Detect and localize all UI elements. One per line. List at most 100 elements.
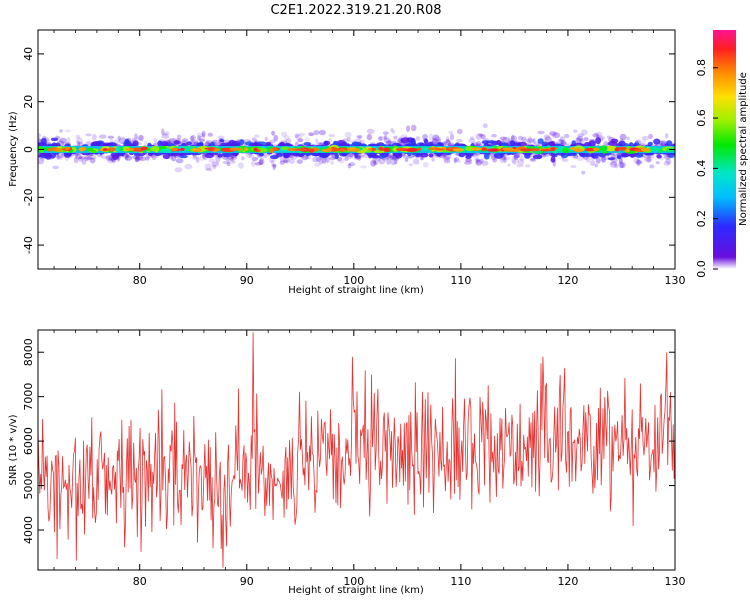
- heat-hotspot: [244, 147, 249, 152]
- heat-speckle: [105, 155, 113, 161]
- heat-speckle: [153, 137, 157, 143]
- heat-speckle: [271, 130, 275, 136]
- heat-hotspot: [417, 147, 422, 151]
- heat-band-outer: [481, 140, 490, 145]
- heat-speckle: [480, 134, 486, 139]
- heat-band-outer: [334, 153, 339, 160]
- heat-speckle: [590, 160, 596, 167]
- heat-speckle: [529, 158, 537, 163]
- heat-speckle: [73, 156, 79, 164]
- heat-speckle: [649, 164, 655, 169]
- heat-speckle: [464, 161, 472, 165]
- heat-speckle: [503, 156, 507, 164]
- heat-band-outer: [532, 154, 543, 160]
- heat-speckle: [283, 135, 291, 141]
- heat-speckle: [64, 129, 72, 133]
- heat-speckle: [301, 155, 309, 161]
- heat-speckle: [404, 157, 409, 162]
- heat-speckle: [215, 155, 221, 163]
- heat-speckle: [453, 157, 457, 164]
- heat-speckle: [360, 165, 367, 169]
- heat-hotspot: [269, 148, 274, 153]
- heat-speckle: [610, 161, 618, 166]
- heat-speckle: [76, 141, 81, 146]
- heat-speckle: [475, 141, 482, 147]
- heat-speckle: [346, 153, 354, 160]
- heat-hotspot: [540, 148, 552, 152]
- heat-speckle: [107, 135, 115, 139]
- heat-speckle: [549, 131, 557, 136]
- heat-speckle: [106, 157, 114, 164]
- heat-speckle: [415, 136, 421, 141]
- heat-speckle: [356, 134, 363, 139]
- heat-speckle: [618, 158, 624, 165]
- colorbar-ticks: 0.0 0.2 0.4 0.6 0.8: [695, 59, 718, 278]
- heat-band-mid: [599, 145, 608, 152]
- heat-band-outer: [653, 138, 661, 145]
- heat-band-mid: [562, 147, 569, 154]
- heat-speckle: [283, 159, 288, 163]
- heat-speckle: [321, 157, 327, 164]
- heat-speckle: [499, 136, 507, 141]
- heat-hotspot: [208, 148, 215, 152]
- heat-hotspot: [593, 147, 600, 152]
- heat-speckle: [298, 132, 306, 137]
- heat-speckle: [581, 170, 586, 175]
- heat-band-outer: [550, 156, 556, 163]
- heat-speckle: [212, 164, 217, 169]
- heat-speckle: [454, 157, 460, 163]
- colorbar-label: Normalized spectral amplitude: [738, 72, 749, 226]
- heat-speckle: [38, 137, 41, 143]
- heat-speckle: [226, 161, 231, 167]
- snr-ylabel: SNR (10 * v/v): [8, 414, 19, 485]
- heat-band-mid: [658, 148, 663, 153]
- heat-hotspot: [378, 146, 384, 151]
- heat-speckle: [325, 156, 330, 163]
- heat-speckle: [482, 138, 490, 142]
- heat-speckle: [279, 160, 285, 165]
- heat-speckle: [519, 154, 524, 162]
- heat-hotspot: [102, 148, 108, 152]
- heat-speckle: [231, 156, 238, 160]
- snr-xtick-label: 80: [133, 575, 147, 588]
- snr-plot-area: [38, 332, 675, 568]
- heat-band-outer: [40, 138, 47, 145]
- heat-speckle: [117, 135, 121, 141]
- heat-band-outer: [50, 137, 59, 142]
- heat-speckle: [100, 155, 109, 159]
- heat-speckle: [125, 154, 130, 159]
- heat-speckle: [558, 139, 565, 145]
- heat-speckle: [370, 159, 377, 167]
- heat-band-outer: [607, 157, 615, 161]
- heat-speckle: [78, 156, 84, 162]
- heat-speckle: [283, 156, 290, 164]
- heat-band-outer: [584, 141, 591, 148]
- snr-ytick-label: 4000: [22, 516, 35, 544]
- heat-speckle: [315, 138, 319, 144]
- heat-speckle: [406, 125, 410, 132]
- heat-band-outer: [320, 152, 329, 159]
- heat-speckle: [412, 158, 420, 165]
- heat-speckle: [390, 158, 398, 166]
- heat-speckle: [162, 132, 168, 136]
- heat-speckle: [481, 160, 489, 166]
- heat-speckle: [84, 141, 92, 146]
- heat-speckle: [448, 130, 453, 135]
- heat-speckle: [491, 134, 497, 138]
- heat-band-outer: [217, 153, 223, 158]
- heat-band-mid: [661, 147, 667, 152]
- heat-speckle: [264, 136, 268, 141]
- heat-hotspot: [253, 147, 258, 151]
- heat-band-outer: [590, 151, 599, 159]
- heat-speckle: [378, 136, 383, 142]
- heat-speckle: [88, 154, 97, 160]
- heat-speckle: [642, 138, 647, 145]
- heat-speckle: [337, 157, 345, 164]
- heat-speckle: [478, 133, 484, 137]
- heat-speckle: [540, 154, 549, 158]
- heat-speckle: [176, 134, 182, 140]
- heat-speckle: [513, 153, 519, 160]
- heat-band-mid: [150, 146, 160, 152]
- heat-speckle: [85, 156, 93, 160]
- heat-speckle: [456, 138, 463, 143]
